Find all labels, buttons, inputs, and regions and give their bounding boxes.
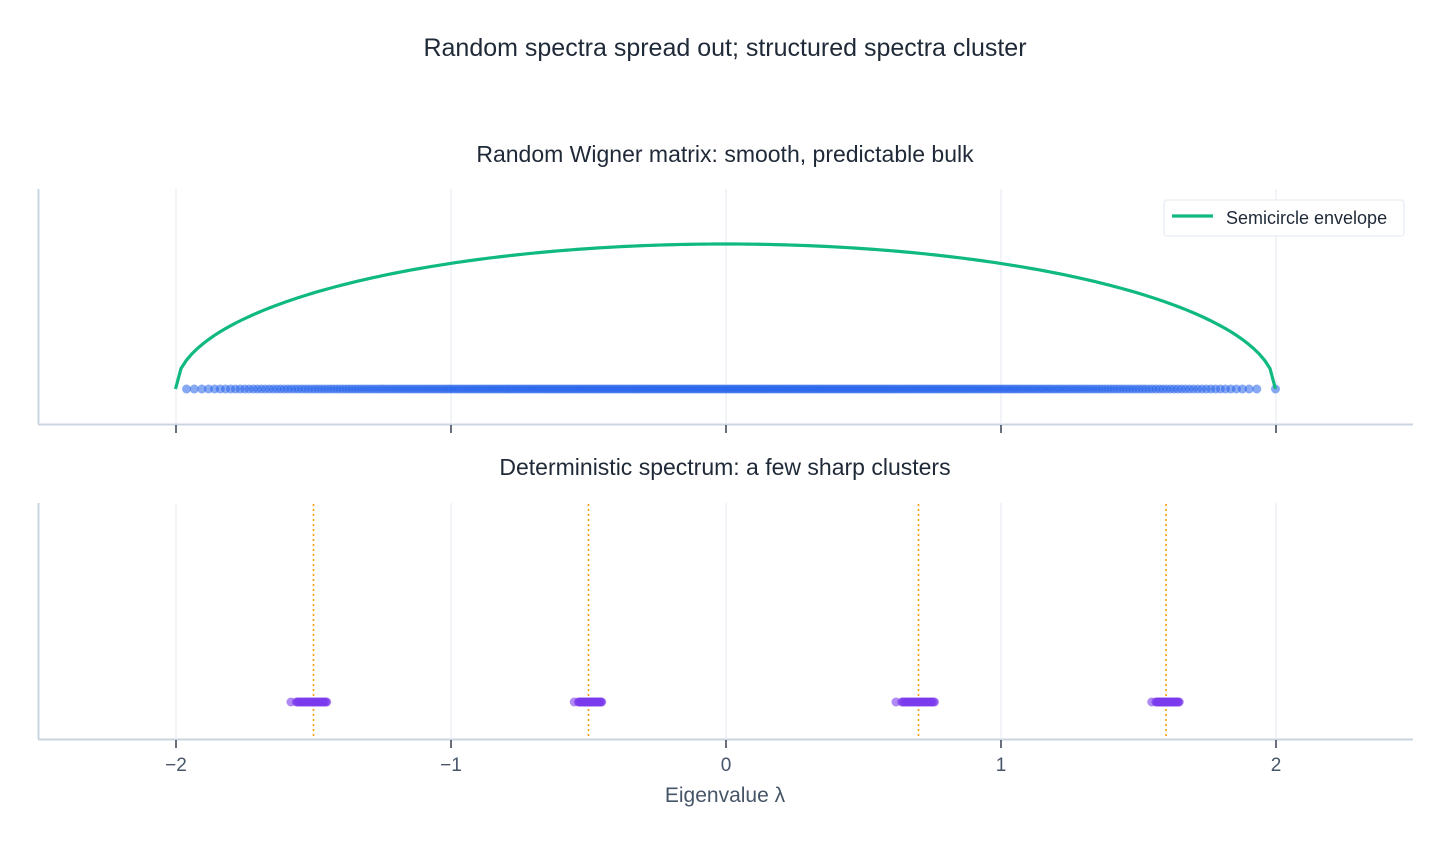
eigenvalue-point: [930, 697, 939, 707]
deterministic-grid: [175, 503, 1277, 738]
deterministic-ticks: −2 −1 0 1 2: [165, 740, 1281, 776]
figure-title: Random spectra spread out; structured sp…: [423, 34, 1026, 62]
wigner-panel: Random Wigner matrix: smooth, predictabl…: [37, 141, 1413, 433]
eigenvalue-point: [1252, 384, 1262, 394]
eigenvalue-point: [1174, 697, 1184, 707]
legend: Semicircle envelope: [1163, 199, 1405, 237]
x-tick-label: 1: [996, 755, 1007, 776]
eigenvalue-point: [597, 697, 607, 707]
deterministic-panel-title: Deterministic spectrum: a few sharp clus…: [499, 454, 950, 480]
legend-box: [1163, 199, 1405, 237]
eigenvalue-point: [197, 384, 207, 394]
eigenvalue-point: [1244, 384, 1254, 394]
legend-semicircle-label: Semicircle envelope: [1226, 208, 1387, 228]
semicircle-envelope-line: [173, 242, 1278, 390]
x-tick-label: −1: [440, 755, 462, 776]
eigenvalue-point: [189, 384, 199, 394]
eigenvalue-point: [182, 384, 191, 394]
x-axis-label: Eigenvalue λ: [665, 784, 786, 807]
eigenvalue-point: [322, 697, 332, 707]
x-tick-label: 0: [721, 755, 732, 776]
cluster-center-lines: [312, 504, 1167, 738]
wigner-eigenvalue-points: [182, 384, 1280, 394]
wigner-ticks: [175, 425, 1277, 433]
x-tick-label: 2: [1271, 755, 1282, 776]
cluster-eigenvalue-points: [286, 697, 1184, 707]
wigner-panel-title: Random Wigner matrix: smooth, predictabl…: [476, 141, 974, 167]
deterministic-panel: Deterministic spectrum: a few sharp clus…: [37, 454, 1413, 807]
x-tick-label: −2: [165, 755, 187, 776]
eigenvalue-point: [1237, 384, 1247, 394]
